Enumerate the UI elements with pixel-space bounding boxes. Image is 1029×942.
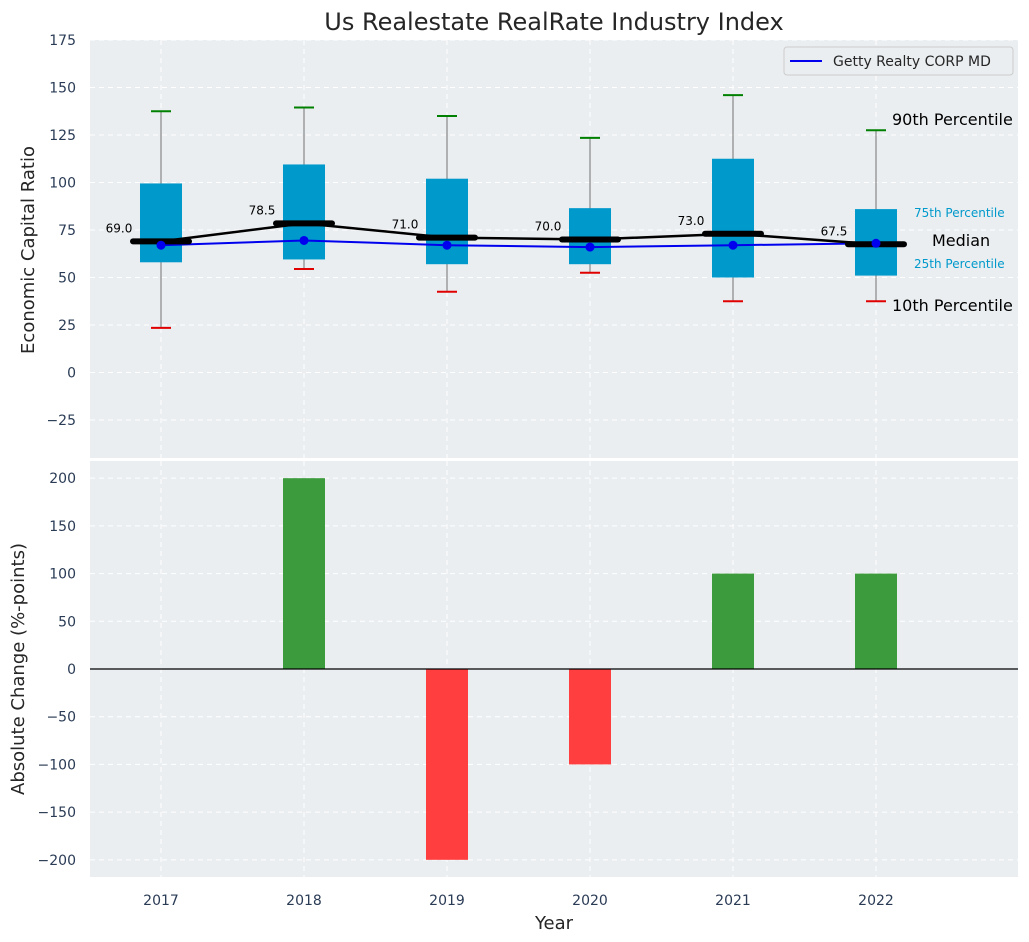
median-value-label: 69.0 — [106, 221, 133, 235]
top-y-axis-label: Economic Capital Ratio — [18, 146, 39, 354]
company-point — [585, 242, 595, 252]
iqr-box — [283, 164, 325, 260]
y-tick-label: 0 — [67, 366, 76, 382]
legend-box — [783, 46, 1014, 76]
company-point — [156, 240, 166, 250]
y-tick-label: 175 — [49, 33, 76, 49]
y-tick-label: −150 — [38, 805, 76, 821]
y-tick-label: −50 — [46, 710, 76, 726]
p25-annotation: 25th Percentile — [914, 257, 1005, 271]
median-value-label: 67.5 — [821, 224, 848, 238]
y-tick-label: −100 — [38, 757, 76, 773]
p75-annotation: 75th Percentile — [914, 206, 1005, 220]
box-plot-panel: −25 0 25 50 75 100 125 150 175 69.0 78.5 71.0 70.0 7… — [18, 33, 1018, 458]
y-tick-label: 200 — [49, 471, 76, 487]
x-tick-label: 2021 — [715, 893, 751, 909]
y-tick-label: −200 — [38, 853, 76, 869]
p90-annotation: 90th Percentile — [892, 110, 1013, 129]
change-bar — [569, 669, 611, 765]
bars — [283, 478, 897, 860]
y-tick-labels: −25 0 25 50 75 100 125 150 175 — [46, 33, 76, 429]
y-tick-labels: −200 −150 −100 −50 0 50 100 150 200 — [38, 471, 76, 869]
x-tick-label: 2017 — [143, 893, 179, 909]
median-annotation: Median — [932, 231, 990, 250]
y-tick-label: 150 — [49, 519, 76, 535]
legend-label: Getty Realty CORP MD — [833, 54, 991, 70]
iqr-box — [569, 208, 611, 265]
y-tick-label: 0 — [67, 662, 76, 678]
change-bar — [283, 478, 325, 669]
company-point — [442, 240, 452, 250]
median-value-label: 78.5 — [249, 203, 276, 217]
y-tick-label: 25 — [58, 318, 76, 334]
x-tick-label: 2022 — [858, 893, 894, 909]
x-tick-label: 2018 — [286, 893, 322, 909]
y-tick-label: 50 — [58, 614, 76, 630]
chart-title: Us Realestate RealRate Industry Index — [324, 8, 783, 36]
company-point — [871, 238, 881, 248]
y-tick-label: 75 — [58, 223, 76, 239]
series-lines: 69.0 78.5 71.0 70.0 73.0 67.5 — [106, 203, 907, 252]
x-tick-label: 2019 — [429, 893, 465, 909]
x-axis-label: Year — [534, 913, 574, 934]
median-value-label: 71.0 — [392, 218, 419, 232]
iqr-box — [140, 183, 182, 263]
iqr-box — [712, 158, 754, 278]
median-value-label: 73.0 — [678, 214, 705, 228]
p10-annotation: 10th Percentile — [892, 296, 1013, 315]
median-value-label: 70.0 — [535, 220, 562, 234]
company-point — [299, 235, 309, 245]
y-tick-label: −25 — [46, 413, 76, 429]
y-tick-label: 100 — [49, 567, 76, 583]
change-bar — [426, 669, 468, 860]
y-tick-label: 100 — [49, 176, 76, 192]
company-line — [160, 239, 877, 249]
legend: Getty Realty CORP MD — [783, 46, 1014, 76]
x-tick-labels: 2017 2018 2019 2020 2021 2022 — [143, 893, 894, 909]
change-bar-panel: −200 −150 −100 −50 0 50 100 150 200 2017 2018 2019… — [8, 461, 1018, 934]
change-bar — [712, 573, 754, 669]
x-tick-label: 2020 — [572, 893, 608, 909]
y-tick-label: 50 — [58, 271, 76, 287]
company-point — [728, 240, 738, 250]
y-tick-label: 125 — [49, 128, 76, 144]
y-tick-label: 150 — [49, 81, 76, 97]
bottom-y-axis-label: Absolute Change (%-points) — [8, 543, 29, 795]
percentile-annotations: 90th Percentile 75th Percentile Median 2… — [892, 110, 1013, 315]
iqr-box — [426, 178, 468, 265]
change-bar — [855, 573, 897, 669]
